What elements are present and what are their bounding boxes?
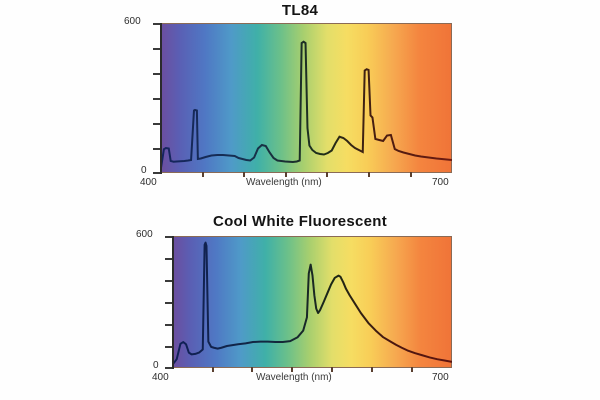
x-axis-tick — [212, 367, 214, 372]
spectral-curve-tl84 — [161, 40, 452, 169]
x-axis-tick — [291, 367, 293, 372]
y-axis-tick — [165, 236, 172, 238]
y-axis-min-label-tl84: 0 — [141, 165, 147, 176]
x-axis-tick — [243, 172, 245, 177]
x-axis-tick — [251, 367, 253, 372]
x-axis-max-label-tl84: 700 — [432, 177, 449, 188]
y-axis-line-tl84 — [160, 23, 162, 174]
x-axis-tick — [285, 172, 287, 177]
y-axis-tick — [153, 73, 160, 75]
x-axis-tick — [326, 172, 328, 177]
spectrum-gradient-background — [173, 236, 452, 368]
y-axis-tick — [153, 148, 160, 150]
x-axis-tick — [368, 172, 370, 177]
chart-tl84: TL84 — [124, 2, 452, 188]
x-axis-title-tl84: Wavelength (nm) — [246, 177, 322, 188]
x-axis-tick — [411, 367, 413, 372]
x-axis-tick — [410, 172, 412, 177]
y-axis-tick — [153, 123, 160, 125]
y-axis-tick — [153, 48, 160, 50]
y-axis-tick — [165, 280, 172, 282]
x-axis-title-cool-white: Wavelength (nm) — [256, 372, 332, 383]
y-axis-line-cool-white — [172, 236, 174, 369]
y-axis-tick — [153, 172, 160, 174]
x-axis-tick — [371, 367, 373, 372]
y-axis-min-label-cool-white: 0 — [153, 360, 159, 371]
y-axis-tick — [165, 367, 172, 369]
y-axis-max-label-tl84: 600 — [124, 16, 141, 27]
x-axis-tick — [202, 172, 204, 177]
y-axis-max-label-cool-white: 600 — [136, 229, 153, 240]
chart-title-tl84: TL84 — [281, 2, 319, 19]
y-axis-tick — [153, 98, 160, 100]
y-axis-tick — [165, 302, 172, 304]
x-axis-min-label-cool-white: 400 — [152, 372, 169, 383]
chart-cool-white-fluorescent: Cool White Fluorescent — [0, 200, 600, 400]
plot-area-tl84 — [161, 23, 452, 173]
y-axis-tick — [165, 324, 172, 326]
x-axis-min-label-tl84: 400 — [140, 177, 157, 188]
x-axis-tick — [331, 367, 333, 372]
spectral-curve-cool-white-fluorescent — [173, 241, 452, 365]
y-axis-tick — [165, 346, 172, 348]
y-axis-tick — [165, 258, 172, 260]
y-axis-tick — [153, 23, 160, 25]
chart-title-cool-white-fluorescent: Cool White Fluorescent — [212, 213, 388, 230]
x-axis-max-label-cool-white: 700 — [432, 372, 449, 383]
plot-area-cool-white-fluorescent — [173, 236, 452, 368]
